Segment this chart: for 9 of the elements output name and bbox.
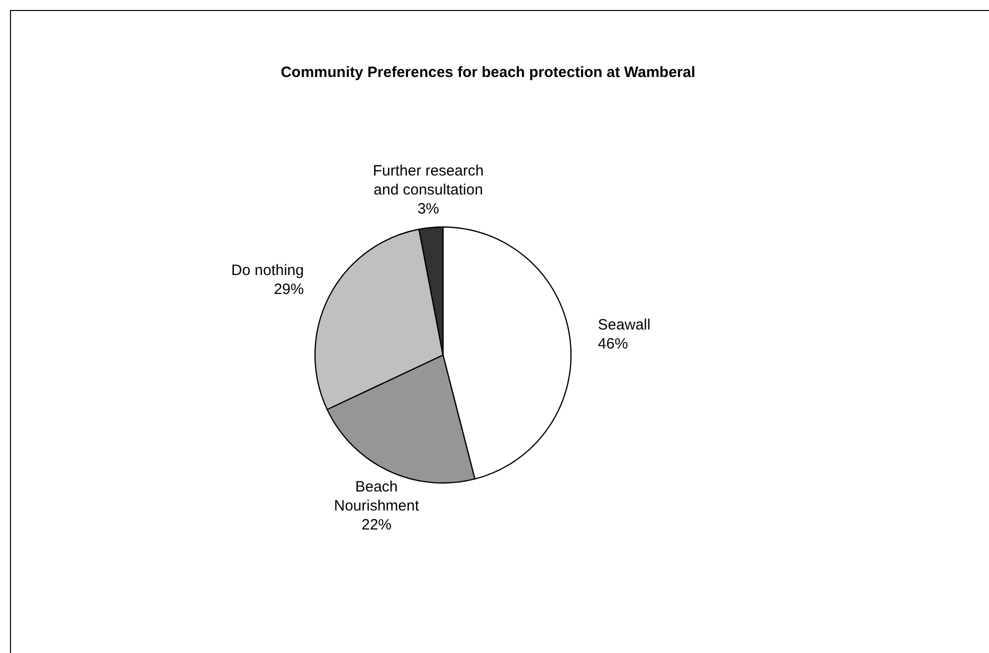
chart-title: Community Preferences for beach protection at Wamberal (280, 64, 696, 81)
data-label: 3% (417, 200, 440, 218)
data-label: 29% (274, 280, 304, 298)
slice-label: Beach Nourishment (334, 478, 420, 515)
slice-label: Seawall (598, 316, 650, 334)
data-label: 46% (598, 336, 628, 353)
slice-label: Do nothing (231, 262, 304, 279)
slice-label: Further research and consultation (372, 162, 484, 198)
data-label: 22% (361, 516, 392, 534)
